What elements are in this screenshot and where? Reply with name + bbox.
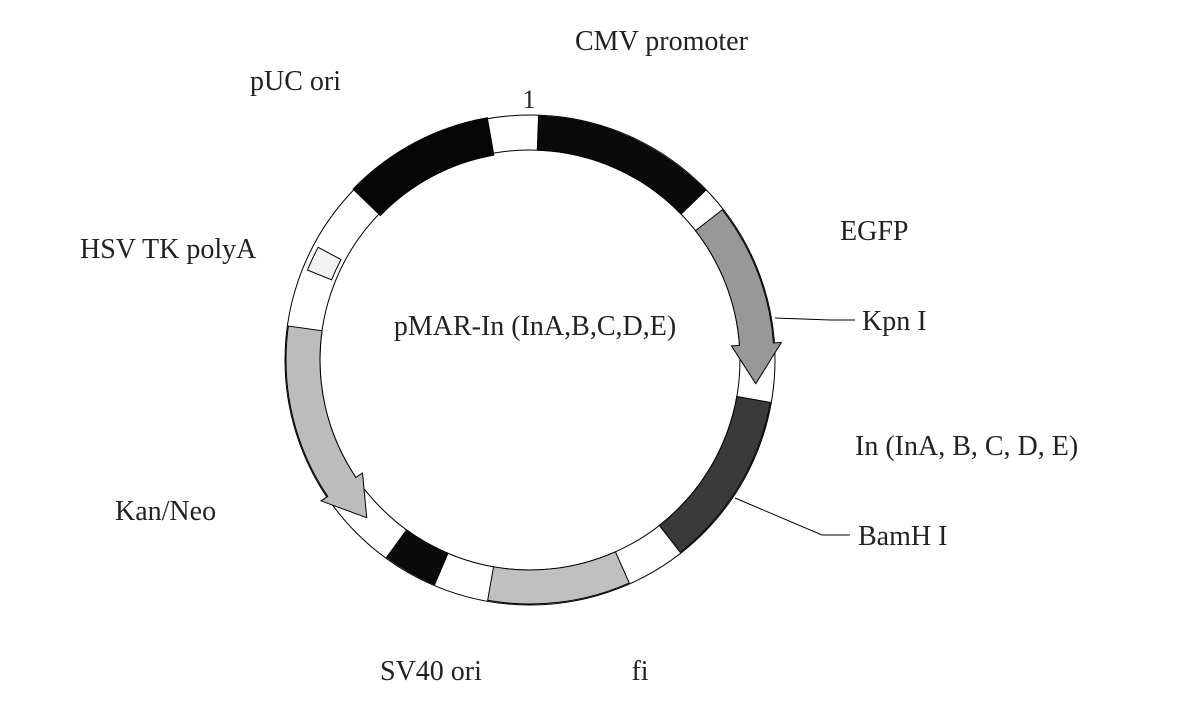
- feature-sv40: [387, 530, 448, 585]
- label-in: In (InA, B, C, D, E): [855, 431, 1078, 462]
- feature-hsvtk: [307, 247, 341, 280]
- label-sv40: SV40 ori: [380, 656, 482, 687]
- label-puc: pUC ori: [250, 66, 341, 97]
- feature-fi: [488, 552, 630, 604]
- feature-egfp: [695, 210, 781, 384]
- label-kan: Kan/Neo: [115, 496, 216, 527]
- feature-puc: [353, 118, 494, 216]
- leader-bamh: [735, 498, 850, 535]
- feature-cmv: [537, 116, 705, 214]
- label-bamh: BamH I: [858, 521, 947, 552]
- label-kpn: Kpn I: [862, 306, 927, 337]
- feature-in: [659, 396, 770, 552]
- feature-kan: [286, 326, 367, 518]
- origin-marker: 1: [523, 85, 536, 114]
- plasmid-title: pMAR-In (InA,B,C,D,E): [394, 311, 676, 342]
- label-cmv: CMV promoter: [575, 26, 749, 57]
- leader-kpn: [775, 318, 855, 320]
- plasmid-map: CMV promoter EGFP In (InA, B, C, D, E) fi SV…: [0, 0, 1199, 710]
- label-hsvtk: HSV TK polyA: [80, 234, 257, 265]
- label-fi: fi: [631, 656, 648, 687]
- label-egfp: EGFP: [840, 216, 908, 247]
